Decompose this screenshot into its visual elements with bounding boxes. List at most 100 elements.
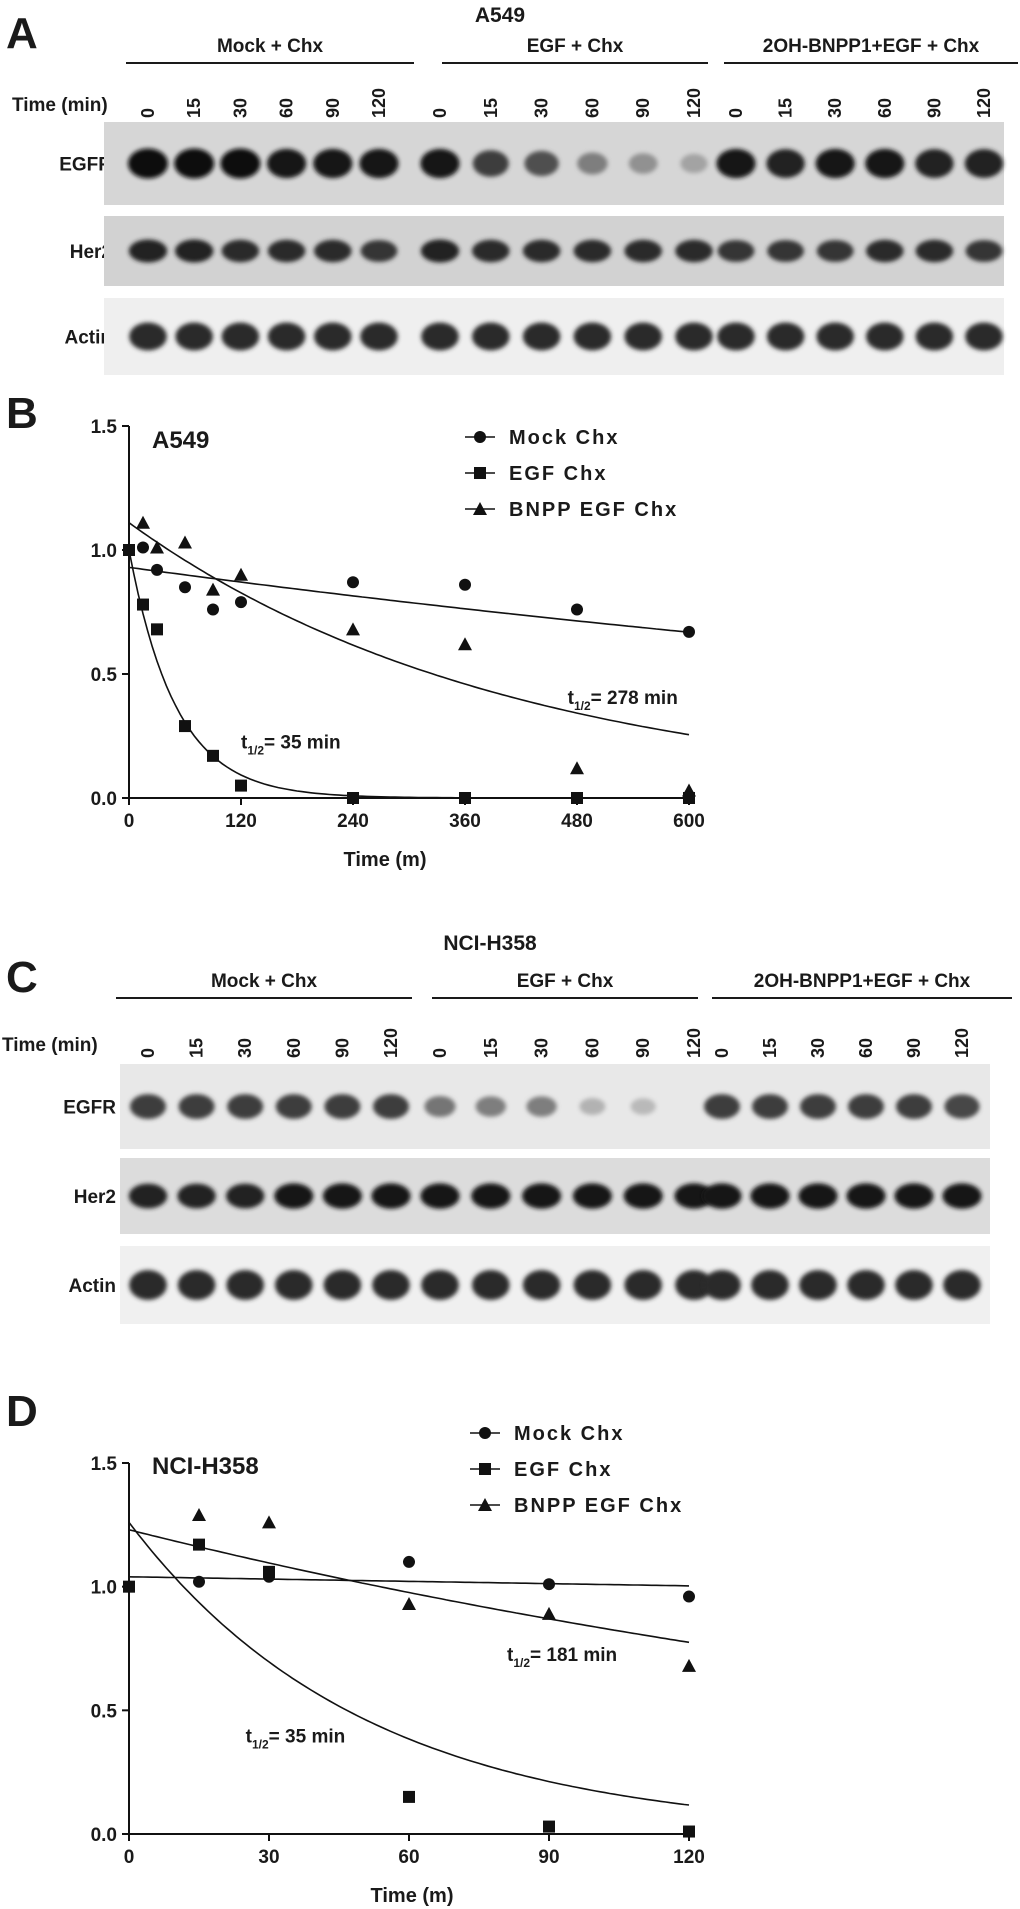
lane-time-label: 120 [952, 1028, 972, 1058]
x-tick-label: 240 [337, 811, 369, 832]
y-tick-label: 1.0 [91, 1578, 117, 1599]
group-label: EGF + Chx [527, 36, 624, 57]
half-life-annotation: t1/2= 181 min [507, 1645, 617, 1670]
lane-time-label: 0 [430, 108, 450, 118]
blot-band [675, 322, 713, 351]
data-point-triangle [458, 637, 472, 651]
blot-band [314, 239, 352, 263]
blot-band [573, 239, 612, 263]
data-point-circle [179, 581, 191, 594]
blot-band [942, 1183, 982, 1209]
blot-band [943, 1270, 981, 1300]
data-point-circle [459, 578, 471, 591]
data-point-square [179, 720, 191, 733]
half-life-sub: 1/2 [252, 1737, 269, 1751]
data-point-square [571, 792, 583, 804]
lane-time-label: 0 [712, 1048, 732, 1058]
half-life-t: t [568, 688, 575, 709]
data-point-circle [235, 596, 247, 609]
blot-band [227, 1094, 264, 1119]
y-tick-label: 0.0 [91, 789, 117, 810]
data-point-square [193, 1538, 205, 1551]
group-label: EGF + Chx [517, 971, 614, 992]
data-point-square [207, 749, 219, 762]
blot-band [420, 148, 460, 179]
data-point-triangle [682, 783, 696, 797]
group-label: Mock + Chx [211, 971, 318, 992]
blot-band [226, 1183, 265, 1209]
lane-time-label: 120 [684, 1028, 704, 1058]
lane-time-label: 60 [875, 98, 895, 118]
chart-b-title: A549 [152, 427, 209, 454]
blot-band [675, 1270, 713, 1300]
blot-band [716, 148, 756, 179]
blot-band [420, 239, 460, 263]
lane-time-label: 30 [235, 1038, 255, 1058]
blot-band [815, 148, 855, 179]
y-tick-label: 1.0 [91, 541, 117, 562]
lane-time-label: 90 [323, 98, 343, 118]
lane-time-label: 60 [856, 1038, 876, 1058]
blot-band [128, 239, 168, 263]
blot-band [314, 322, 352, 351]
blot-band [752, 1094, 788, 1119]
blot-band [847, 1270, 885, 1300]
data-point-triangle [262, 1515, 276, 1529]
half-life-t: t [246, 1726, 253, 1747]
chart-d-xlabel: Time (m) [371, 1885, 454, 1907]
blot-band [915, 239, 954, 263]
blot-band [174, 148, 215, 179]
legend-marker-triangle [473, 502, 487, 515]
blot-band [915, 322, 954, 351]
blot-band [421, 1270, 459, 1300]
data-point-triangle [178, 535, 192, 549]
blot-c-time-label: Time (min) [2, 1035, 98, 1056]
x-tick-label: 360 [449, 811, 481, 832]
data-point-circle [137, 541, 149, 554]
lane-time-label: 0 [138, 1048, 158, 1058]
blot-band [472, 239, 510, 263]
blot-band [965, 322, 1003, 351]
blot-band [420, 1183, 460, 1209]
blot-row-label: Her2 [74, 1187, 116, 1208]
lane-time-label: 0 [726, 108, 746, 118]
blot-band [275, 1094, 312, 1119]
lane-time-label: 120 [684, 88, 704, 118]
legend-label: EGF Chx [509, 463, 607, 485]
blot-band [704, 1094, 740, 1119]
data-point-triangle [150, 540, 164, 554]
group-label: Mock + Chx [217, 36, 324, 57]
half-life-annotation: t1/2= 35 min [241, 732, 341, 757]
lane-time-label: 120 [381, 1028, 401, 1058]
chart-d-title: NCI-H358 [152, 1453, 259, 1480]
blot-band [624, 322, 662, 351]
blot-band [472, 322, 510, 351]
blot-band [177, 1270, 216, 1300]
blot-band [472, 150, 509, 177]
blot-band [717, 322, 755, 351]
blot-band [471, 1183, 511, 1209]
blot-band [751, 1270, 789, 1300]
blot-band [965, 240, 1003, 262]
half-life-sub: 1/2 [574, 699, 591, 713]
legend-marker-circle [474, 431, 486, 443]
data-point-triangle [234, 567, 248, 581]
blot-band [522, 1270, 561, 1300]
blot-band [128, 1183, 168, 1209]
blot-band [579, 1098, 606, 1115]
blot-band [624, 239, 662, 263]
legend-label: EGF Chx [514, 1459, 612, 1481]
blot-panel-a: A A549 Mock + Chx EGF + Chx 2OH-BNPP1+EGF … [6, 4, 1018, 375]
panel-letter-a: A [6, 9, 38, 58]
data-point-triangle [136, 515, 150, 529]
blot-band [221, 239, 260, 263]
data-point-triangle [206, 582, 220, 596]
blot-band [267, 239, 306, 263]
lane-time-label: 15 [187, 1038, 207, 1058]
data-point-triangle [402, 1596, 416, 1610]
data-point-circle [347, 576, 359, 589]
blot-band [624, 1270, 662, 1300]
blot-band [128, 148, 168, 179]
blot-band [274, 1183, 314, 1209]
blot-band [522, 239, 561, 263]
